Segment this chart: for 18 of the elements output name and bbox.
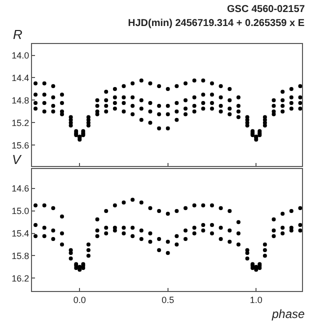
- y-tick-label: 15.0: [12, 206, 30, 216]
- x-tick-label: 0.5: [162, 294, 174, 305]
- chart-subtitle: HJD(min) 2456719.314 + 0.265359 x E: [128, 18, 305, 29]
- x-axis-title: phase: [271, 307, 306, 321]
- y-tick-label: 14.0: [12, 50, 30, 60]
- chart-title: GSC 4560-02157: [227, 4, 306, 15]
- y-tick-label: 14.4: [12, 72, 30, 83]
- y-tick-label: 15.6: [12, 140, 30, 150]
- x-tick-label: 0.0: [73, 294, 86, 305]
- y-tick-label: 15.8: [12, 250, 30, 261]
- y-axis-title: V: [12, 152, 22, 167]
- y-tick-label: 15.2: [12, 118, 30, 128]
- y-tick-label: 14.8: [12, 95, 30, 106]
- y-tick-label: 14.6: [12, 184, 30, 194]
- y-tick-label: 16.2: [12, 273, 30, 284]
- x-tick-label: 1.0: [250, 294, 262, 305]
- y-axis-title: R: [13, 27, 22, 42]
- y-tick-label: 15.4: [12, 228, 30, 238]
